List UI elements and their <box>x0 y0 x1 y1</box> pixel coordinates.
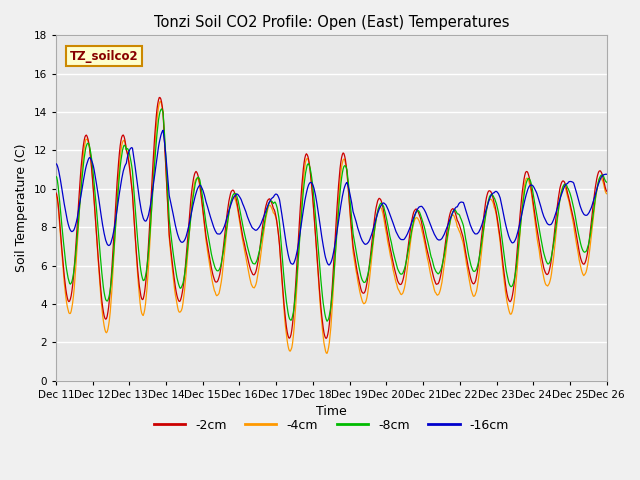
Legend: -2cm, -4cm, -8cm, -16cm: -2cm, -4cm, -8cm, -16cm <box>148 414 514 437</box>
Y-axis label: Soil Temperature (C): Soil Temperature (C) <box>15 144 28 272</box>
Text: TZ_soilco2: TZ_soilco2 <box>70 49 138 62</box>
X-axis label: Time: Time <box>316 405 347 418</box>
Title: Tonzi Soil CO2 Profile: Open (East) Temperatures: Tonzi Soil CO2 Profile: Open (East) Temp… <box>154 15 509 30</box>
